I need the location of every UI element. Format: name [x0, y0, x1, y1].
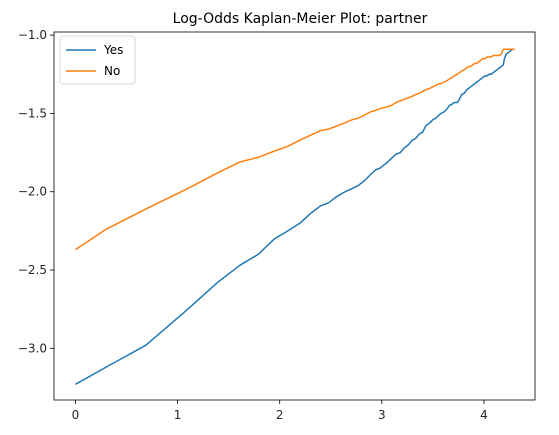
axes-frame	[53, 31, 536, 401]
series-line-yes	[75, 48, 515, 385]
x-tick-label: 2	[276, 408, 284, 422]
x-tick-label: 3	[378, 408, 386, 422]
x-tick-label: 1	[174, 408, 182, 422]
y-tick-label: −3.0	[18, 341, 47, 355]
y-tick-label: −1.0	[18, 28, 47, 42]
y-axis: −3.0 −2.5 −2.0 −1.5 −1.0	[18, 28, 54, 355]
legend-frame	[59, 35, 136, 85]
y-tick-label: −2.0	[18, 185, 47, 199]
plot-area: 0 1 2 3 4 −3.0 −2.5 −2.0 −1.5 −1.0	[18, 28, 536, 422]
series-lines	[75, 48, 515, 385]
legend-label-no: No	[104, 64, 120, 78]
x-tick-label: 0	[72, 408, 80, 422]
x-tick-label: 4	[480, 408, 488, 422]
y-tick-label: −2.5	[18, 263, 47, 277]
series-line-no	[75, 48, 515, 251]
legend-label-yes: Yes	[103, 43, 123, 57]
y-tick-label: −1.5	[18, 106, 47, 120]
x-axis: 0 1 2 3 4	[72, 400, 488, 422]
chart-title: Log-Odds Kaplan-Meier Plot: partner	[173, 11, 428, 27]
legend: Yes No	[59, 35, 136, 85]
